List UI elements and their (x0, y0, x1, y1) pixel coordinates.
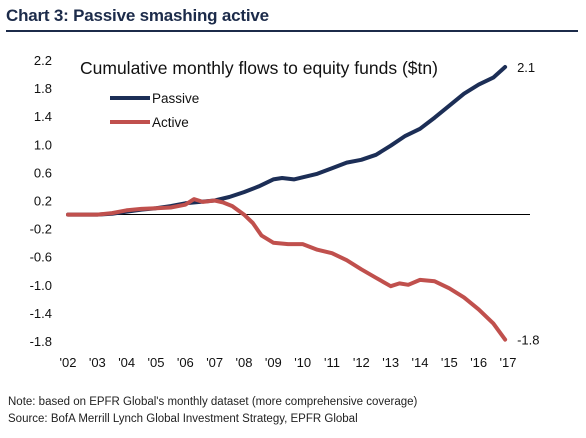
x-tick-label: '03 (89, 355, 106, 370)
legend: Passive Active (110, 91, 199, 130)
footer-note: Note: based on EPFR Global's monthly dat… (8, 396, 418, 408)
y-tick-label: 2.2 (34, 53, 52, 68)
x-tick-label: '10 (294, 355, 311, 370)
end-label-active: -1.8 (517, 333, 539, 348)
y-tick-label: -0.2 (30, 222, 52, 237)
y-tick-label: 0.2 (34, 194, 52, 209)
chart-footer: Note: based on EPFR Global's monthly dat… (8, 394, 417, 428)
legend-label-passive: Passive (152, 91, 199, 106)
chart-title: Cumulative monthly flows to equity funds… (80, 58, 438, 78)
x-tick-label: '13 (382, 355, 399, 370)
x-tick-label: '06 (177, 355, 194, 370)
y-tick-label: -1.0 (30, 278, 52, 293)
end-labels: 2.1 -1.8 (517, 60, 539, 348)
line-chart: 2.2 1.8 1.4 1.0 0.6 0.2 -0.2 -0.6 -1.0 -1.4 -1.8 '… (30, 53, 540, 370)
x-tick-label: '12 (353, 355, 370, 370)
x-tick-label: '14 (412, 355, 429, 370)
y-tick-label: -1.4 (30, 306, 52, 321)
x-axis-ticks: '02 '03 '04 '05 '06 '07 '08 '09 '10 '11 '12 '13 '14 '… (60, 355, 517, 370)
chart-header: Chart 3: Passive smashing active (6, 6, 578, 32)
x-tick-label: '17 (500, 355, 517, 370)
legend-label-active: Active (152, 115, 189, 130)
y-tick-label: 1.0 (34, 137, 52, 152)
y-tick-label: 1.8 (34, 81, 52, 96)
x-tick-label: '04 (118, 355, 135, 370)
chart-number-title: Chart 3: Passive smashing active (6, 6, 269, 25)
x-tick-label: '16 (470, 355, 487, 370)
x-tick-label: '08 (236, 355, 253, 370)
y-tick-label: 1.4 (34, 109, 52, 124)
x-tick-label: '09 (265, 355, 282, 370)
y-tick-label: -0.6 (30, 250, 52, 265)
x-tick-label: '15 (441, 355, 458, 370)
x-tick-label: '05 (148, 355, 165, 370)
y-tick-label: 0.6 (34, 165, 52, 180)
end-label-passive: 2.1 (517, 60, 535, 75)
x-tick-label: '11 (324, 355, 340, 370)
y-axis-ticks: 2.2 1.8 1.4 1.0 0.6 0.2 -0.2 -0.6 -1.0 -1.4 -1.8 (30, 53, 52, 349)
series-line-active (66, 197, 508, 342)
header-rule (6, 30, 578, 32)
footer-source: Source: BofA Merrill Lynch Global Invest… (8, 413, 358, 425)
x-tick-label: '07 (206, 355, 223, 370)
x-tick-label: '02 (60, 355, 77, 370)
series-lines (66, 65, 508, 342)
series-line-passive (66, 65, 508, 217)
y-tick-label: -1.8 (30, 334, 52, 349)
